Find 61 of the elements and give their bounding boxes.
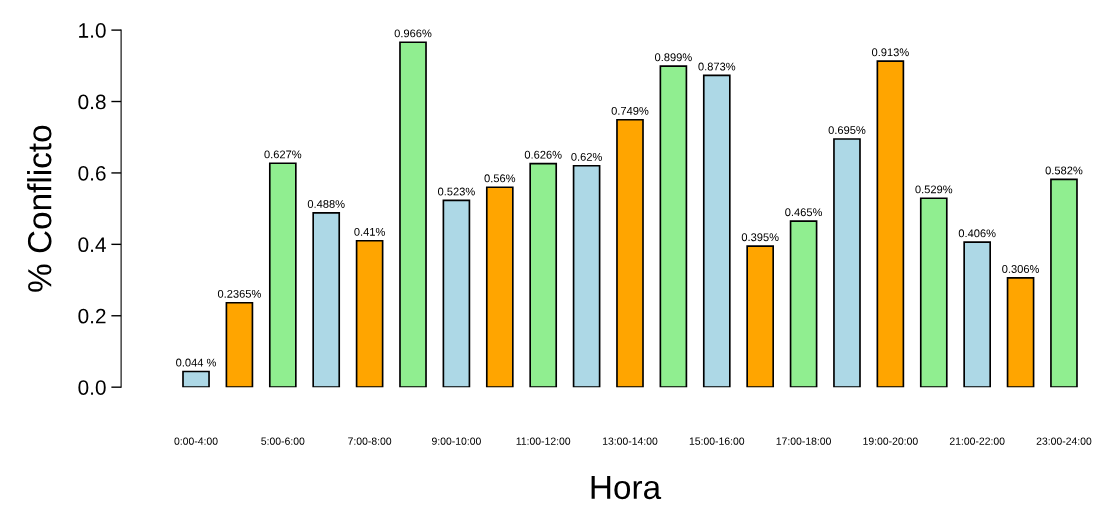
y-tick-label: 0.0 xyxy=(78,380,106,395)
x-tick-label: 11:00-12:00 xyxy=(516,437,571,445)
bar xyxy=(919,197,948,388)
x-tick-label: 15:00-16:00 xyxy=(689,437,745,445)
bar xyxy=(789,220,818,388)
bar xyxy=(399,41,427,388)
data-label: 0.627% xyxy=(264,150,302,159)
bar xyxy=(572,164,601,388)
data-label: 0.41% xyxy=(354,227,385,236)
bar xyxy=(833,138,861,388)
data-label: 0.62% xyxy=(571,152,602,161)
bar xyxy=(355,239,384,388)
bar xyxy=(659,65,688,388)
data-label: 0.2365% xyxy=(217,289,261,298)
data-label: 0.523% xyxy=(438,187,475,196)
x-tick-label: 7:00-8:00 xyxy=(348,437,392,445)
data-label: 0.899% xyxy=(654,53,692,62)
bar xyxy=(268,162,297,388)
bar xyxy=(485,186,514,388)
y-tick-label: 0.8 xyxy=(78,94,106,110)
x-tick-label: 0:00-4:00 xyxy=(174,437,218,445)
data-label: 0.582% xyxy=(1045,166,1083,175)
bar xyxy=(312,212,341,388)
bar xyxy=(963,241,992,388)
y-tick-label: 0.4 xyxy=(78,237,106,253)
data-label: 0.626% xyxy=(524,150,562,159)
data-label: 0.913% xyxy=(871,48,909,57)
data-label: 0.966% xyxy=(394,29,432,38)
bar xyxy=(529,162,558,388)
x-tick-label: 23:00-24:00 xyxy=(1036,437,1092,445)
data-label: 0.695% xyxy=(828,126,866,135)
bar xyxy=(182,370,210,388)
bar xyxy=(746,245,775,388)
x-tick-label: 9:00-10:00 xyxy=(431,437,481,445)
x-axis-title: Hora xyxy=(591,475,662,500)
x-tick-label: 13:00-14:00 xyxy=(602,437,658,445)
y-tick-label: 0.6 xyxy=(78,165,106,181)
data-label: 0.749% xyxy=(611,106,649,115)
y-tick-label: 1.0 xyxy=(79,23,106,38)
data-label: 0.56% xyxy=(484,174,516,183)
data-label: 0.395% xyxy=(741,233,779,242)
bar xyxy=(442,199,471,388)
y-axis-title: % Conflicto xyxy=(27,125,52,292)
data-label: 0.044 % xyxy=(176,358,217,367)
bar xyxy=(616,118,644,388)
x-tick-label: 19:00-20:00 xyxy=(863,437,918,445)
x-tick-label: 5:00-6:00 xyxy=(261,437,305,445)
x-tick-label: 17:00-18:00 xyxy=(776,437,831,445)
data-label: 0.873% xyxy=(698,62,736,71)
bar xyxy=(1006,277,1035,388)
bar xyxy=(876,60,905,388)
data-label: 0.488% xyxy=(307,200,345,208)
data-label: 0.306% xyxy=(1002,265,1040,273)
bar xyxy=(1050,178,1078,388)
x-tick-label: 21:00-22:00 xyxy=(949,437,1005,445)
data-label: 0.529% xyxy=(915,185,953,194)
data-label: 0.406% xyxy=(958,229,996,238)
bar xyxy=(225,301,254,388)
y-tick-label: 0.2 xyxy=(78,308,106,324)
bar xyxy=(702,74,731,388)
data-label: 0.465% xyxy=(785,208,823,217)
